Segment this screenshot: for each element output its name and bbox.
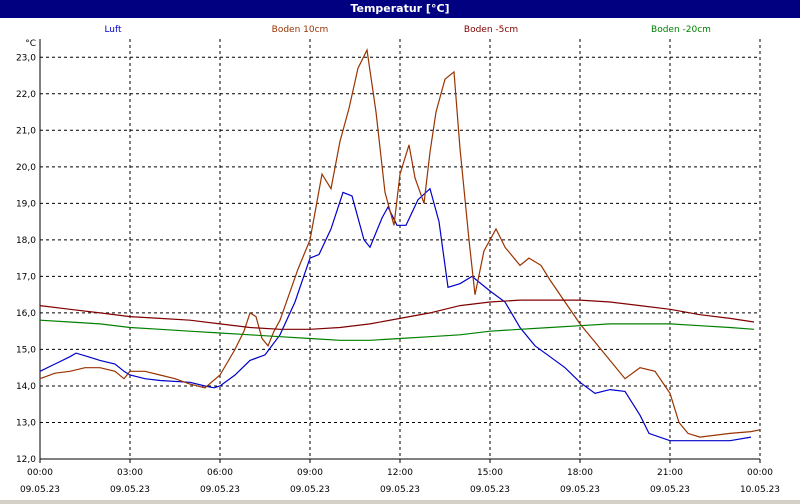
- x-tick-time-label: 00:00: [27, 468, 53, 478]
- series-line: [39, 48, 761, 438]
- x-tick-date-label: 09.05.23: [380, 485, 420, 495]
- y-tick-label: 12,0: [16, 455, 36, 465]
- y-tick-label: 20,0: [16, 163, 36, 173]
- x-tick-date-label: 09.05.23: [110, 485, 150, 495]
- x-tick-time-label: 00:00: [747, 468, 773, 478]
- legend-entry: Boden -20cm: [651, 25, 711, 35]
- y-tick-label: 23,0: [16, 53, 36, 63]
- x-tick-date-label: 09.05.23: [200, 485, 240, 495]
- legend-entry: Boden -5cm: [464, 25, 518, 35]
- temperature-chart: 12,0 13,0 14,0 15,0 16,0 17,0 18,0 19,0 20,0 21,0…: [0, 18, 800, 500]
- x-tick-date-label: 09.05.23: [650, 485, 690, 495]
- y-tick-label: 14,0: [16, 382, 36, 392]
- y-tick-label: 18,0: [16, 236, 36, 246]
- x-tick-date-label: 09.05.23: [20, 485, 60, 495]
- x-tick-date-label: 09.05.23: [470, 485, 510, 495]
- x-tick-date-label: 09.05.23: [560, 485, 600, 495]
- x-tick-time-label: 21:00: [657, 468, 683, 478]
- y-axis-label: °C: [25, 39, 36, 49]
- y-tick-label: 22,0: [16, 90, 36, 100]
- y-tick-label: 13,0: [16, 418, 36, 428]
- x-tick-date-label: 09.05.23: [290, 485, 330, 495]
- y-tick-label: 16,0: [16, 309, 36, 319]
- x-tick-time-label: 03:00: [117, 468, 143, 478]
- window-title: Temperatur [°C]: [0, 0, 800, 18]
- x-tick-time-label: 09:00: [297, 468, 323, 478]
- x-tick-time-label: 06:00: [207, 468, 233, 478]
- series-line: [39, 187, 752, 442]
- y-tick-label: 15,0: [16, 345, 36, 355]
- legend-entry: Luft: [104, 25, 122, 35]
- x-tick-time-label: 18:00: [567, 468, 593, 478]
- x-tick-time-label: 15:00: [477, 468, 503, 478]
- chart-svg: 12,0 13,0 14,0 15,0 16,0 17,0 18,0 19,0 20,0 21,0…: [16, 25, 780, 495]
- y-tick-label: 17,0: [16, 272, 36, 282]
- y-tick-label: 19,0: [16, 199, 36, 209]
- series-line: [39, 299, 755, 330]
- series-line: [39, 319, 755, 341]
- x-tick-date-label: 10.05.23: [740, 485, 780, 495]
- x-tick-time-label: 12:00: [387, 468, 413, 478]
- legend-entry: Boden 10cm: [272, 25, 329, 35]
- y-tick-label: 21,0: [16, 126, 36, 136]
